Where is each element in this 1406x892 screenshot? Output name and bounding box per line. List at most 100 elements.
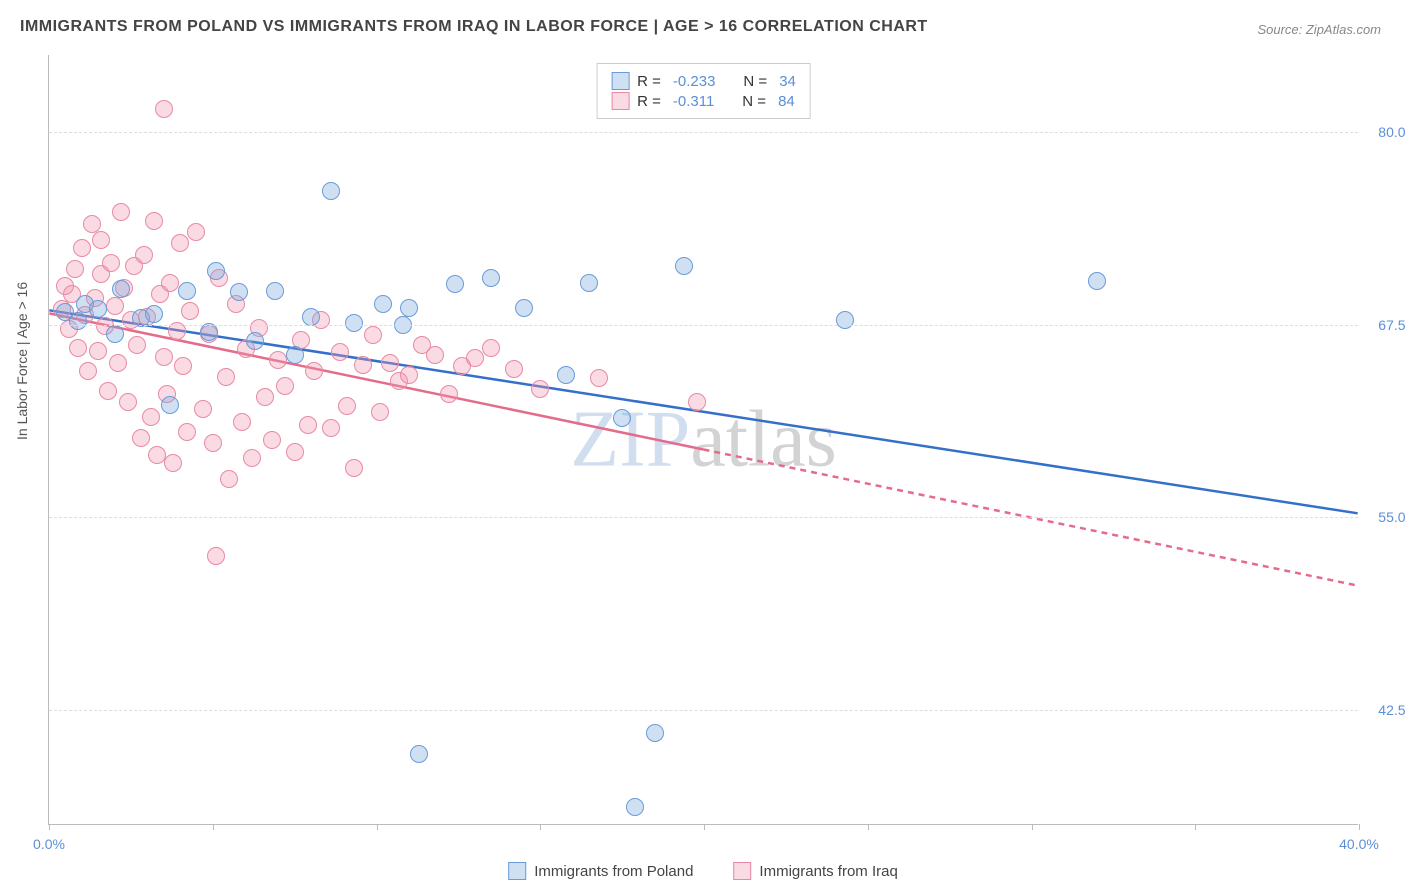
point-iraq	[161, 274, 179, 292]
point-poland	[374, 295, 392, 313]
point-poland	[112, 280, 130, 298]
x-tick	[377, 824, 378, 830]
point-poland	[515, 299, 533, 317]
swatch-poland	[611, 72, 629, 90]
point-poland	[646, 724, 664, 742]
point-poland	[400, 299, 418, 317]
point-iraq	[128, 336, 146, 354]
point-iraq	[194, 400, 212, 418]
point-iraq	[331, 343, 349, 361]
point-iraq	[79, 362, 97, 380]
point-iraq	[364, 326, 382, 344]
point-iraq	[256, 388, 274, 406]
point-iraq	[69, 339, 87, 357]
x-tick	[704, 824, 705, 830]
point-iraq	[220, 470, 238, 488]
n-value-iraq: 84	[778, 93, 795, 110]
x-tick-label: 0.0%	[33, 836, 65, 852]
point-iraq	[155, 100, 173, 118]
point-iraq	[171, 234, 189, 252]
point-iraq	[354, 356, 372, 374]
gridline	[49, 132, 1358, 133]
x-tick	[213, 824, 214, 830]
point-iraq	[263, 431, 281, 449]
y-tick-label: 42.5%	[1378, 702, 1406, 718]
legend-item-iraq: Immigrants from Iraq	[733, 862, 897, 880]
point-poland	[161, 396, 179, 414]
point-iraq	[440, 385, 458, 403]
chart-title: IMMIGRANTS FROM POLAND VS IMMIGRANTS FRO…	[20, 18, 928, 36]
point-iraq	[381, 354, 399, 372]
point-iraq	[164, 454, 182, 472]
x-tick	[49, 824, 50, 830]
source-credit: Source: ZipAtlas.com	[1257, 22, 1381, 37]
point-iraq	[112, 203, 130, 221]
x-tick	[1032, 824, 1033, 830]
point-iraq	[688, 393, 706, 411]
point-poland	[836, 311, 854, 329]
gridline	[49, 710, 1358, 711]
n-value-poland: 34	[779, 73, 796, 90]
legend-row-iraq: R = -0.311 N = 84	[611, 92, 796, 110]
gridline	[49, 517, 1358, 518]
point-iraq	[531, 380, 549, 398]
point-poland	[557, 366, 575, 384]
point-iraq	[119, 393, 137, 411]
point-iraq	[276, 377, 294, 395]
point-poland	[106, 325, 124, 343]
point-poland	[345, 314, 363, 332]
point-poland	[286, 346, 304, 364]
point-poland	[613, 409, 631, 427]
point-poland	[230, 283, 248, 301]
point-poland	[207, 262, 225, 280]
point-iraq	[243, 449, 261, 467]
point-iraq	[207, 547, 225, 565]
point-iraq	[155, 348, 173, 366]
point-iraq	[181, 302, 199, 320]
point-iraq	[482, 339, 500, 357]
swatch-iraq	[733, 862, 751, 880]
point-iraq	[590, 369, 608, 387]
swatch-poland	[508, 862, 526, 880]
point-iraq	[178, 423, 196, 441]
point-iraq	[187, 223, 205, 241]
point-poland	[580, 274, 598, 292]
point-iraq	[66, 260, 84, 278]
y-axis-title: In Labor Force | Age > 16	[14, 282, 30, 440]
point-poland	[145, 305, 163, 323]
r-value-poland: -0.233	[673, 73, 716, 90]
point-iraq	[305, 362, 323, 380]
point-iraq	[106, 297, 124, 315]
point-iraq	[174, 357, 192, 375]
point-poland	[302, 308, 320, 326]
point-iraq	[92, 231, 110, 249]
point-poland	[89, 300, 107, 318]
point-iraq	[102, 254, 120, 272]
r-label: R =	[637, 93, 661, 110]
legend-label-iraq: Immigrants from Iraq	[759, 863, 897, 880]
point-iraq	[466, 349, 484, 367]
y-tick-label: 55.0%	[1378, 509, 1406, 525]
point-iraq	[73, 239, 91, 257]
point-poland	[446, 275, 464, 293]
x-tick	[1195, 824, 1196, 830]
point-iraq	[132, 429, 150, 447]
point-poland	[246, 332, 264, 350]
point-iraq	[135, 246, 153, 264]
point-poland	[1088, 272, 1106, 290]
point-poland	[200, 323, 218, 341]
point-poland	[482, 269, 500, 287]
x-tick	[1359, 824, 1360, 830]
y-tick-label: 67.5%	[1378, 317, 1406, 333]
point-iraq	[338, 397, 356, 415]
r-label: R =	[637, 73, 661, 90]
point-iraq	[400, 366, 418, 384]
point-poland	[178, 282, 196, 300]
legend-label-poland: Immigrants from Poland	[534, 863, 693, 880]
point-iraq	[345, 459, 363, 477]
point-iraq	[217, 368, 235, 386]
point-poland	[266, 282, 284, 300]
point-iraq	[204, 434, 222, 452]
legend-item-poland: Immigrants from Poland	[508, 862, 693, 880]
point-iraq	[322, 419, 340, 437]
